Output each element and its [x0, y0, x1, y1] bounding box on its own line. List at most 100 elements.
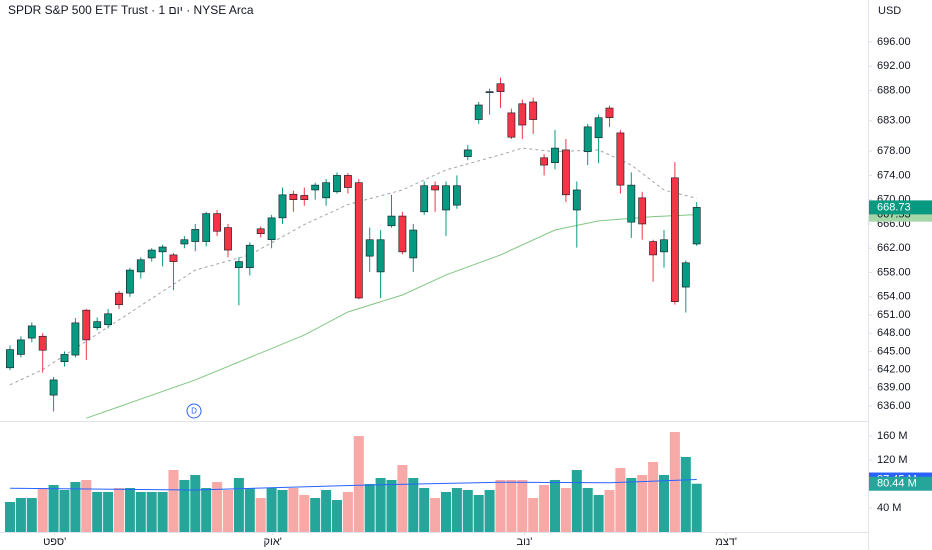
event-marker-circle[interactable]	[186, 403, 202, 419]
volume-average-line	[9, 479, 697, 491]
candle-body	[376, 239, 385, 273]
candle-body	[213, 213, 221, 232]
volume-bar	[637, 474, 648, 532]
candle-body	[420, 185, 429, 213]
candle-body	[300, 195, 309, 200]
volume-bar	[691, 483, 702, 532]
candle-body	[71, 322, 80, 356]
candle-body	[551, 147, 559, 163]
candle-body	[692, 207, 701, 245]
candle-body	[322, 182, 330, 199]
volume-label: 80.44 M	[877, 478, 917, 490]
currency: USD	[878, 5, 901, 17]
volume-bar	[353, 435, 364, 532]
candle-body	[518, 103, 527, 126]
candle-body	[38, 335, 47, 351]
volume-bar	[255, 497, 266, 532]
candle-body	[202, 213, 211, 242]
volume-bar	[299, 494, 310, 532]
candle-body	[278, 194, 287, 219]
price-label-box	[869, 200, 932, 215]
volume-bar	[604, 489, 615, 532]
candle-body	[136, 259, 145, 273]
candle-body	[191, 229, 200, 242]
volume-bar	[462, 489, 473, 532]
volume-bar	[342, 491, 353, 532]
y-tick-label: 692.00	[877, 60, 911, 72]
candle-body	[529, 101, 538, 120]
volume-bar	[321, 489, 332, 532]
volume-bar	[146, 491, 157, 532]
volume-bar	[375, 477, 386, 532]
candle-body	[169, 254, 178, 262]
volume-bar	[124, 488, 135, 532]
candle-body	[638, 197, 647, 225]
volume-bar	[15, 497, 26, 532]
volume-bar	[190, 474, 201, 532]
volume-bar	[451, 488, 462, 532]
volume-bar	[48, 485, 59, 532]
volume-bar	[222, 489, 234, 532]
volume-bar	[560, 488, 571, 532]
x-tick-label: אוק'	[263, 536, 281, 548]
volume-tick-label: 160 M	[877, 430, 908, 442]
volume-bar	[593, 494, 604, 532]
volume-bar	[495, 479, 506, 532]
candle-body	[398, 215, 407, 253]
volume-bar	[81, 479, 92, 532]
y-tick-label: 678.00	[877, 145, 911, 157]
candle-body	[409, 229, 418, 259]
volume-bar	[408, 477, 419, 532]
volume-bar	[440, 491, 452, 532]
y-tick-label: 683.00	[877, 115, 911, 127]
volume-bar	[168, 470, 179, 532]
y-tick-label: 651.00	[877, 309, 911, 321]
candle-body	[343, 175, 352, 188]
volume-bar	[113, 488, 125, 532]
volume-bar	[244, 488, 255, 532]
volume-bar	[430, 497, 441, 532]
volume-bar	[484, 489, 495, 532]
volume-bar	[103, 491, 114, 532]
candle-body	[485, 91, 494, 93]
volume-bar	[658, 474, 670, 532]
candle-body	[333, 175, 341, 193]
candle-body	[311, 184, 320, 191]
candle-body	[93, 321, 102, 329]
candle-body	[289, 193, 298, 200]
x-tick-label: נוב'	[517, 536, 533, 548]
candle-body	[540, 157, 548, 166]
candle-body	[180, 239, 189, 245]
x-tick-label: ספט'	[43, 536, 66, 548]
event-marker[interactable]: D	[191, 407, 197, 416]
candle-body	[267, 217, 276, 241]
price-label: 668.73	[877, 201, 911, 213]
y-tick-label: 654.00	[877, 291, 911, 303]
candle-body	[256, 228, 265, 234]
volume-bar	[517, 479, 528, 532]
volume-bar	[266, 488, 277, 532]
candle-body	[616, 132, 625, 186]
currency-box	[869, 0, 932, 22]
volume-bar	[386, 479, 397, 532]
candle-body	[572, 189, 581, 211]
volume-bar	[364, 483, 375, 532]
y-tick-label: 658.00	[877, 266, 911, 278]
candle-body	[594, 117, 603, 139]
candle-body	[605, 107, 614, 119]
volume-bar	[59, 489, 70, 532]
candle-body	[649, 241, 657, 256]
candle-body	[27, 325, 36, 339]
candle-body	[49, 379, 58, 396]
volume-bar	[582, 488, 593, 532]
y-tick-label: 688.00	[877, 84, 911, 96]
volume-bar	[648, 461, 659, 532]
candle-body	[354, 182, 363, 299]
volume-tick-label: 120 M	[877, 454, 908, 466]
volume-bar	[4, 501, 16, 532]
chart-title: SPDR S&P 500 ETF Trust · 1 יום · NYSE Ar…	[8, 3, 254, 17]
candle-body	[627, 184, 636, 223]
